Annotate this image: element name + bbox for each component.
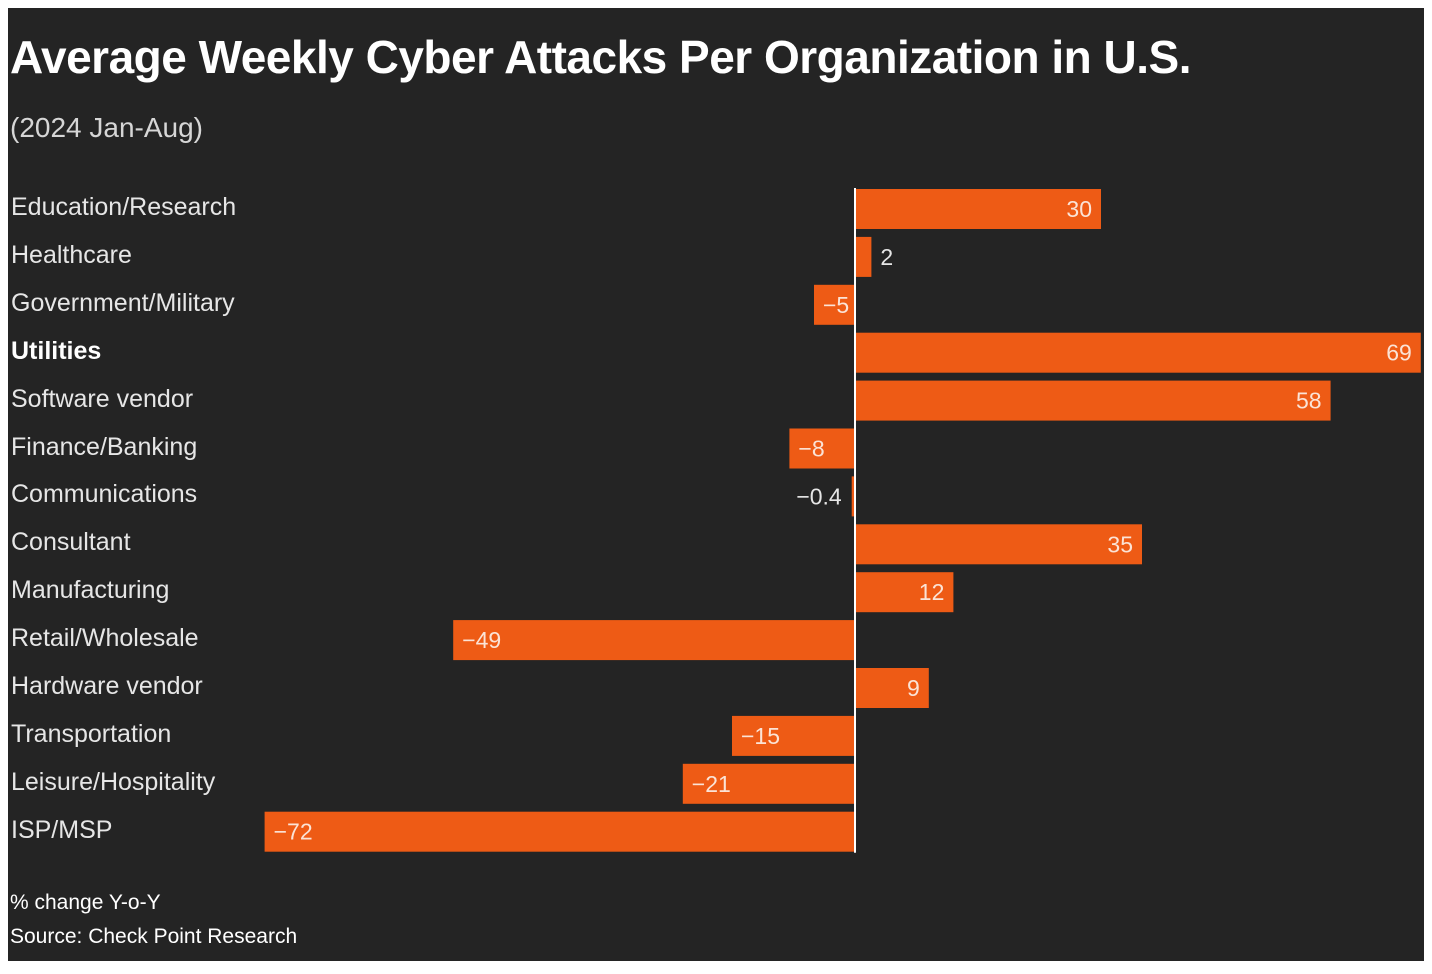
bar xyxy=(855,236,872,277)
value-label: −21 xyxy=(692,771,731,797)
category-label: Manufacturing xyxy=(11,576,170,605)
bar xyxy=(732,715,855,756)
chart-title: Average Weekly Cyber Attacks Per Organiz… xyxy=(10,31,1192,83)
value-label: 30 xyxy=(1066,196,1092,222)
bar xyxy=(855,189,1101,229)
value-label: 35 xyxy=(1107,531,1133,557)
bar xyxy=(855,668,929,708)
value-label: −5 xyxy=(823,292,849,318)
bar xyxy=(855,524,1142,565)
category-label: Utilities xyxy=(11,336,102,365)
category-label: Finance/Banking xyxy=(11,432,198,461)
category-label: Hardware vendor xyxy=(11,672,203,700)
value-label: −8 xyxy=(798,436,824,462)
value-label: 2 xyxy=(880,244,893,270)
category-label: Leisure/Hospitality xyxy=(11,767,216,796)
bar xyxy=(682,763,855,804)
bar xyxy=(453,620,855,661)
category-label: Healthcare xyxy=(11,240,132,269)
chart-source: Source: Check Point Research xyxy=(10,925,298,948)
category-label: Consultant xyxy=(11,528,131,557)
chart-subtitle: (2024 Jan-Aug) xyxy=(10,112,204,143)
bar xyxy=(789,428,855,469)
value-label: 58 xyxy=(1296,388,1322,414)
value-label: −49 xyxy=(462,627,501,653)
category-label: Government/Military xyxy=(11,288,235,317)
bar-chart: 30 2 −5 69 58 −8 −0.4 35 12 −49 9 −15 −21 −72 xyxy=(264,188,1421,853)
category-label: Software vendor xyxy=(11,384,194,413)
bar xyxy=(855,332,1421,373)
category-label: ISP/MSP xyxy=(11,815,113,844)
value-label: −15 xyxy=(741,723,780,749)
bar xyxy=(264,811,856,852)
category-label: Education/Research xyxy=(11,193,237,221)
chart-panel: Average Weekly Cyber Attacks Per Organiz… xyxy=(8,8,1424,961)
bar xyxy=(855,380,1331,421)
bar xyxy=(814,284,855,325)
chart-note: % change Y-o-Y xyxy=(10,891,161,914)
category-label: Transportation xyxy=(11,719,172,748)
category-label: Retail/Wholesale xyxy=(11,624,199,653)
value-label: 9 xyxy=(907,675,920,701)
bar xyxy=(851,476,855,517)
value-label: −0.4 xyxy=(796,483,842,509)
value-label: 69 xyxy=(1386,340,1412,366)
bar xyxy=(855,572,954,613)
value-label: −72 xyxy=(274,819,313,845)
value-label: 12 xyxy=(919,579,945,605)
category-label: Communications xyxy=(11,480,198,509)
